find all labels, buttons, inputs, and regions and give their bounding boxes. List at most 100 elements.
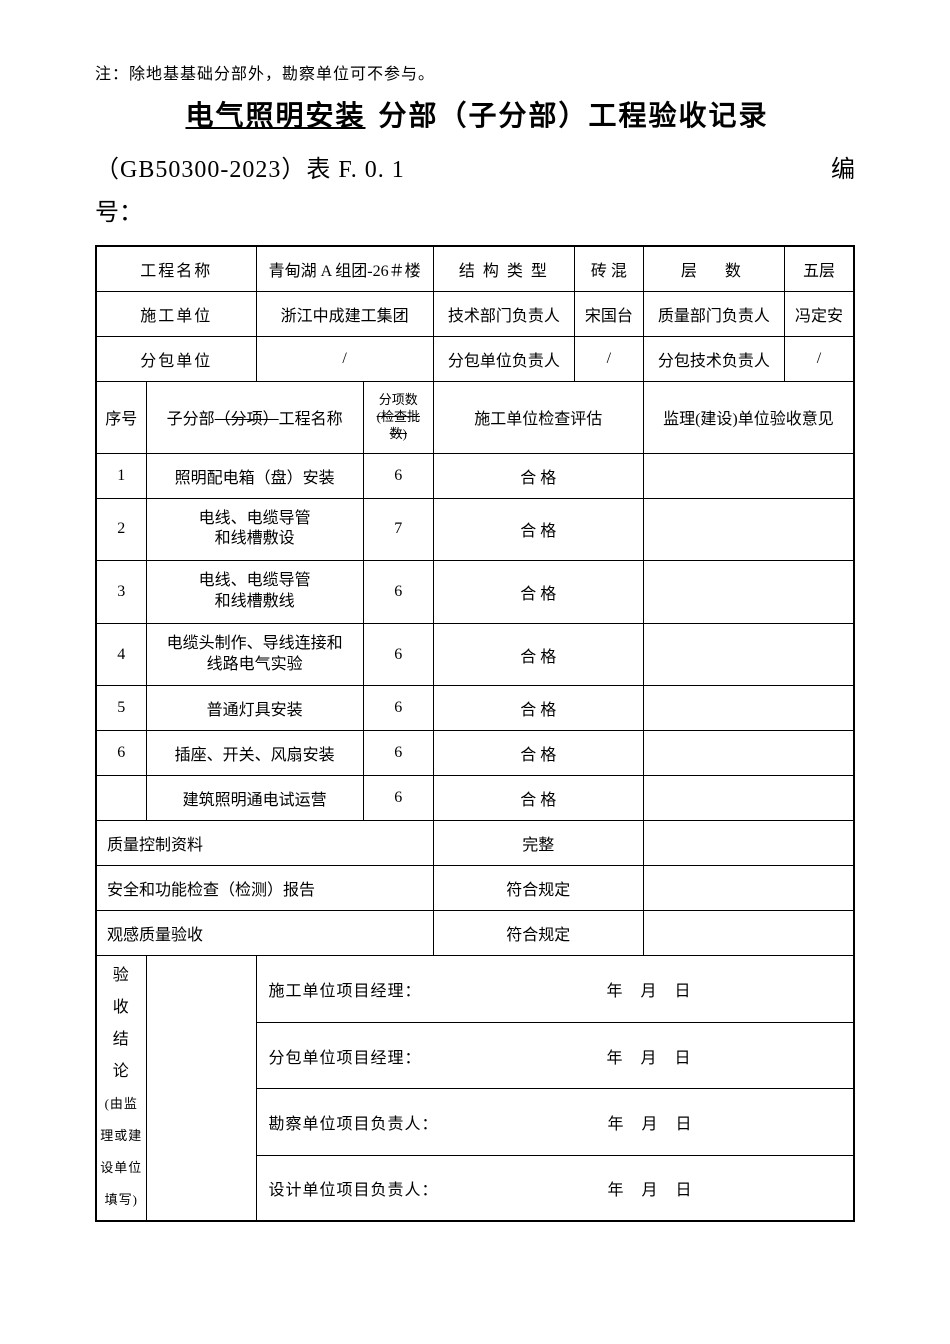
vert2: 收 <box>113 999 130 1016</box>
conclusion-blank <box>146 956 256 1222</box>
standard-code: （GB50300-2023）表 F. 0. 1 <box>95 149 405 184</box>
row-name: 电线、电缆导管和线槽敷设 <box>146 498 363 561</box>
conclusion-label: 验 收 结 论 (由监理或建设单位填写) <box>96 956 146 1222</box>
tech-head: 宋国台 <box>574 292 643 337</box>
sub-unit-label: 分包单位 <box>96 337 256 382</box>
row-count: 6 <box>363 561 433 624</box>
row-opinion <box>643 731 854 776</box>
col-name-pre: 子分部 <box>167 411 215 428</box>
row-eval: 合 格 <box>433 686 643 731</box>
safety-value: 符合规定 <box>433 866 643 911</box>
construction-unit: 浙江中成建工集团 <box>256 292 433 337</box>
sign-design: 设计单位项目负责人： 年 月 日 <box>256 1155 854 1221</box>
visual-opinion <box>643 911 854 956</box>
qc-opinion <box>643 821 854 866</box>
quality-head: 冯定安 <box>784 292 854 337</box>
table-row: 1 照明配电箱（盘）安装 6 合 格 <box>96 453 854 498</box>
vert-note: (由监理或建设单位填写) <box>100 1096 142 1207</box>
row-opinion <box>643 498 854 561</box>
sign1-date: 年 月 日 <box>427 983 692 1000</box>
row-count: 6 <box>363 623 433 686</box>
floors-label: 层 数 <box>643 246 784 292</box>
vert4: 论 <box>113 1063 130 1080</box>
column-header-row: 序号 子分部（分项）工程名称 分项数 (检查批数) 施工单位检查评估 监理(建设… <box>96 382 854 454</box>
floors: 五层 <box>784 246 854 292</box>
row-eval: 合 格 <box>433 731 643 776</box>
meta-row-3: 分包单位 / 分包单位负责人 / 分包技术负责人 / <box>96 337 854 382</box>
col-opinion: 监理(建设)单位验收意见 <box>643 382 854 454</box>
vert3: 结 <box>113 1031 130 1048</box>
row-seq: 2 <box>96 498 146 561</box>
sub-tech: / <box>784 337 854 382</box>
sign-construction: 施工单位项目经理： 年 月 日 <box>256 956 854 1022</box>
col-count-top: 分项数 <box>379 392 418 407</box>
col-count: 分项数 (检查批数) <box>363 382 433 454</box>
row-name: 电缆头制作、导线连接和线路电气实验 <box>146 623 363 686</box>
row-eval: 合 格 <box>433 498 643 561</box>
title-suffix: 分部（子分部）工程验收记录 <box>379 101 769 132</box>
page-title: 电气照明安装 分部（子分部）工程验收记录 <box>95 94 855 134</box>
safety-opinion <box>643 866 854 911</box>
col-count-strike: (检查批数) <box>377 409 420 441</box>
title-prefix: 电气照明安装 <box>181 101 369 132</box>
row-seq: 4 <box>96 623 146 686</box>
row-opinion <box>643 453 854 498</box>
serial-row: 号： <box>95 192 855 227</box>
row-seq: 1 <box>96 453 146 498</box>
col-eval: 施工单位检查评估 <box>433 382 643 454</box>
col-name-post: 工程名称 <box>279 411 343 428</box>
sign-row-1: 验 收 结 论 (由监理或建设单位填写) 施工单位项目经理： 年 月 日 <box>96 956 854 1022</box>
sign2-label: 分包单位项目经理： <box>269 1050 422 1067</box>
meta-row-1: 工程名称 青甸湖 A 组团-26＃楼 结 构 类 型 砖 混 层 数 五层 <box>96 246 854 292</box>
row-opinion <box>643 561 854 624</box>
acceptance-table: 工程名称 青甸湖 A 组团-26＃楼 结 构 类 型 砖 混 层 数 五层 施工… <box>95 245 855 1222</box>
sign3-label: 勘察单位项目负责人： <box>269 1116 439 1133</box>
subtitle-row: （GB50300-2023）表 F. 0. 1 编 <box>95 149 855 184</box>
row-count: 7 <box>363 498 433 561</box>
col-name-strike: （分项） <box>215 411 279 428</box>
table-row: 4 电缆头制作、导线连接和线路电气实验 6 合 格 <box>96 623 854 686</box>
table-row: 6 插座、开关、风扇安装 6 合 格 <box>96 731 854 776</box>
row-eval: 合 格 <box>433 623 643 686</box>
sub-unit: / <box>256 337 433 382</box>
quality-head-label: 质量部门负责人 <box>643 292 784 337</box>
meta-row-2: 施工单位 浙江中成建工集团 技术部门负责人 宋国台 质量部门负责人 冯定安 <box>96 292 854 337</box>
row-count: 6 <box>363 686 433 731</box>
visual-value: 符合规定 <box>433 911 643 956</box>
row-eval: 合 格 <box>433 776 643 821</box>
table-row: 5 普通灯具安装 6 合 格 <box>96 686 854 731</box>
sign-survey: 勘察单位项目负责人： 年 月 日 <box>256 1089 854 1155</box>
col-name: 子分部（分项）工程名称 <box>146 382 363 454</box>
vert1: 验 <box>113 967 130 984</box>
summary-row-qc: 质量控制资料 完整 <box>96 821 854 866</box>
project-name: 青甸湖 A 组团-26＃楼 <box>256 246 433 292</box>
row-eval: 合 格 <box>433 453 643 498</box>
tech-head-label: 技术部门负责人 <box>433 292 574 337</box>
row-count: 6 <box>363 731 433 776</box>
row-opinion <box>643 623 854 686</box>
project-name-label: 工程名称 <box>96 246 256 292</box>
qc-value: 完整 <box>433 821 643 866</box>
row-name: 照明配电箱（盘）安装 <box>146 453 363 498</box>
row-name: 插座、开关、风扇安装 <box>146 731 363 776</box>
sign3-date: 年 月 日 <box>444 1116 693 1133</box>
row-eval: 合 格 <box>433 561 643 624</box>
row-opinion <box>643 686 854 731</box>
row-count: 6 <box>363 776 433 821</box>
row-name: 普通灯具安装 <box>146 686 363 731</box>
row-opinion <box>643 776 854 821</box>
serial-label: 编 <box>831 149 855 184</box>
sign2-date: 年 月 日 <box>427 1050 692 1067</box>
row-seq <box>96 776 146 821</box>
safety-label: 安全和功能检查（检测）报告 <box>96 866 433 911</box>
row-name: 电线、电缆导管和线槽敷线 <box>146 561 363 624</box>
row-seq: 5 <box>96 686 146 731</box>
sign4-label: 设计单位项目负责人： <box>269 1182 439 1199</box>
sign-subcontract: 分包单位项目经理： 年 月 日 <box>256 1022 854 1088</box>
structure-type: 砖 混 <box>574 246 643 292</box>
table-row: 3 电线、电缆导管和线槽敷线 6 合 格 <box>96 561 854 624</box>
row-seq: 3 <box>96 561 146 624</box>
sub-head: / <box>574 337 643 382</box>
row-count: 6 <box>363 453 433 498</box>
sign4-date: 年 月 日 <box>444 1182 693 1199</box>
